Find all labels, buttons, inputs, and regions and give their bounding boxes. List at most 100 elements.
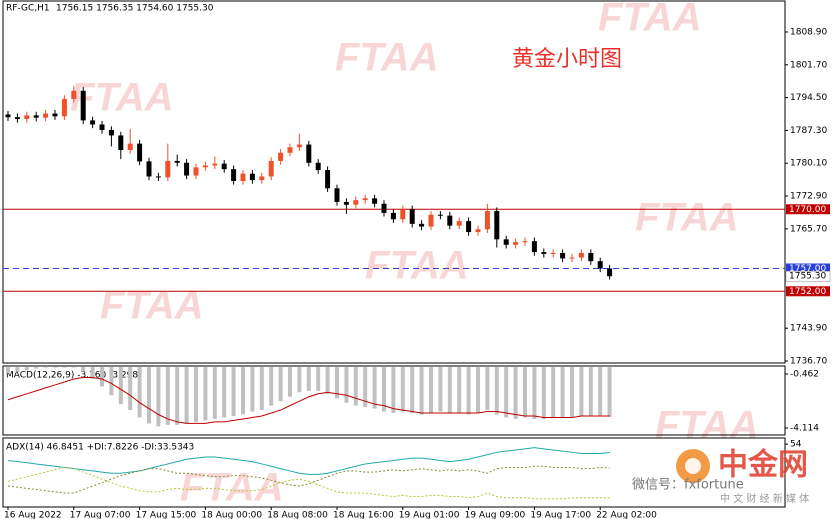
- candle-body: [569, 257, 575, 259]
- candle-body: [184, 162, 190, 176]
- level-tag: [786, 204, 830, 215]
- y-tick-label: 1736.70: [790, 356, 827, 366]
- candle-body: [221, 163, 227, 170]
- adx-line: [7, 447, 610, 475]
- y-tick-label: 1765.70: [790, 224, 827, 234]
- macd-bar: [363, 367, 368, 408]
- macd-bar: [269, 367, 274, 406]
- macd-bar: [109, 367, 114, 396]
- candle-body: [541, 252, 547, 254]
- x-tick-label: 19 Aug 17:00: [530, 511, 591, 519]
- candle-body: [513, 242, 519, 245]
- watermark: FTAA: [180, 466, 284, 510]
- macd-bar: [175, 367, 180, 425]
- candle-body: [409, 209, 415, 224]
- macd-bar: [222, 367, 227, 418]
- macd-bar: [118, 367, 123, 405]
- macd-bar: [532, 367, 537, 419]
- wechat-id: 微信号：fxfortune: [632, 478, 744, 493]
- candle-body: [325, 170, 331, 189]
- candle-body: [560, 252, 566, 259]
- macd-bar: [24, 367, 29, 371]
- x-tick-label: 22 Aug 02:00: [596, 511, 657, 519]
- macd-bar: [306, 367, 311, 391]
- macd-bar: [241, 367, 245, 415]
- x-tick-label: 18 Aug 00:00: [201, 511, 262, 519]
- macd-bar: [6, 367, 10, 374]
- macd-bar: [513, 367, 518, 419]
- macd-bar: [494, 367, 499, 415]
- macd-bar: [588, 367, 593, 416]
- macd-bar: [147, 367, 151, 424]
- y-tick-label: 1794.50: [790, 93, 827, 103]
- candle-body: [381, 203, 387, 213]
- level-tag: [786, 286, 830, 297]
- candle-body: [522, 241, 528, 243]
- macd-bar: [560, 367, 565, 418]
- candle-body: [419, 223, 425, 227]
- candle-body: [5, 114, 11, 118]
- macd-bar: [34, 367, 39, 369]
- candle-body: [146, 161, 152, 177]
- candle-body: [212, 163, 218, 166]
- watermarks: FTAA FTAA FTAA FTAA FTAA FTAA FTAA FTAA: [70, 0, 759, 510]
- watermark: FTAA: [365, 244, 469, 288]
- macd-bar: [344, 367, 349, 403]
- candle-body: [33, 115, 39, 118]
- candle-body: [475, 229, 481, 233]
- watermark: FTAA: [335, 36, 439, 80]
- y-tick-label: 1772.90: [790, 192, 827, 202]
- candle-body: [353, 200, 359, 205]
- candle-body: [137, 143, 143, 162]
- candle-body: [315, 162, 321, 171]
- candle-body: [43, 113, 49, 118]
- level-tag: [786, 263, 830, 274]
- macd-bar: [551, 367, 556, 418]
- adx-line: [7, 465, 610, 494]
- main-panel: [2, 0, 786, 364]
- macd-bar: [485, 367, 490, 411]
- candle-body: [193, 167, 199, 176]
- macd-bar: [71, 367, 76, 368]
- candle-body: [268, 160, 274, 177]
- candle-body: [61, 98, 67, 117]
- macd-bar: [447, 367, 452, 414]
- candle-body: [334, 188, 340, 202]
- candle-body: [607, 268, 613, 277]
- macd-bar: [184, 367, 189, 424]
- candle-body: [249, 173, 255, 181]
- macd-title: MACD(12,26,9) -3.360 -3.298: [6, 371, 138, 381]
- x-tick-label: 18 Aug 08:00: [267, 511, 328, 519]
- macd-bar: [62, 367, 67, 368]
- candle-body: [343, 201, 349, 205]
- candle-body: [494, 211, 500, 240]
- annotation: 黄金小时图: [512, 47, 622, 72]
- y-tick-label: 1780.10: [790, 159, 827, 169]
- logo: 中金网 中 文 财 经 新 媒 体 微信号：fxfortune: [632, 448, 809, 506]
- macd-bar: [372, 367, 377, 409]
- candle-body: [456, 221, 462, 226]
- x-tick-label: 19 Aug 09:00: [465, 511, 526, 519]
- logo-name: 中金网: [718, 448, 808, 483]
- macd-bar: [400, 367, 405, 412]
- macd-bar: [410, 367, 415, 414]
- candle-body: [80, 90, 86, 121]
- macd-bar: [316, 367, 321, 391]
- macd-bar: [541, 367, 546, 419]
- level-label: 1752.00: [789, 287, 826, 297]
- watermark: FTAA: [635, 196, 739, 240]
- candle-body: [437, 214, 443, 216]
- macd-bar: [250, 367, 255, 412]
- candle-body: [118, 135, 124, 151]
- candle-body: [99, 124, 105, 130]
- candle-body: [259, 176, 265, 181]
- watermark: FTAA: [100, 284, 204, 328]
- candle-body: [296, 144, 302, 148]
- adx-title: ADX(14) 46.8451 +DI:7.8226 -DI:33.5343: [6, 443, 194, 453]
- candle-body: [400, 209, 406, 220]
- macd-bar: [156, 367, 161, 427]
- macd-bar: [100, 367, 104, 387]
- x-tick-label: 16 Aug 2022: [4, 511, 62, 519]
